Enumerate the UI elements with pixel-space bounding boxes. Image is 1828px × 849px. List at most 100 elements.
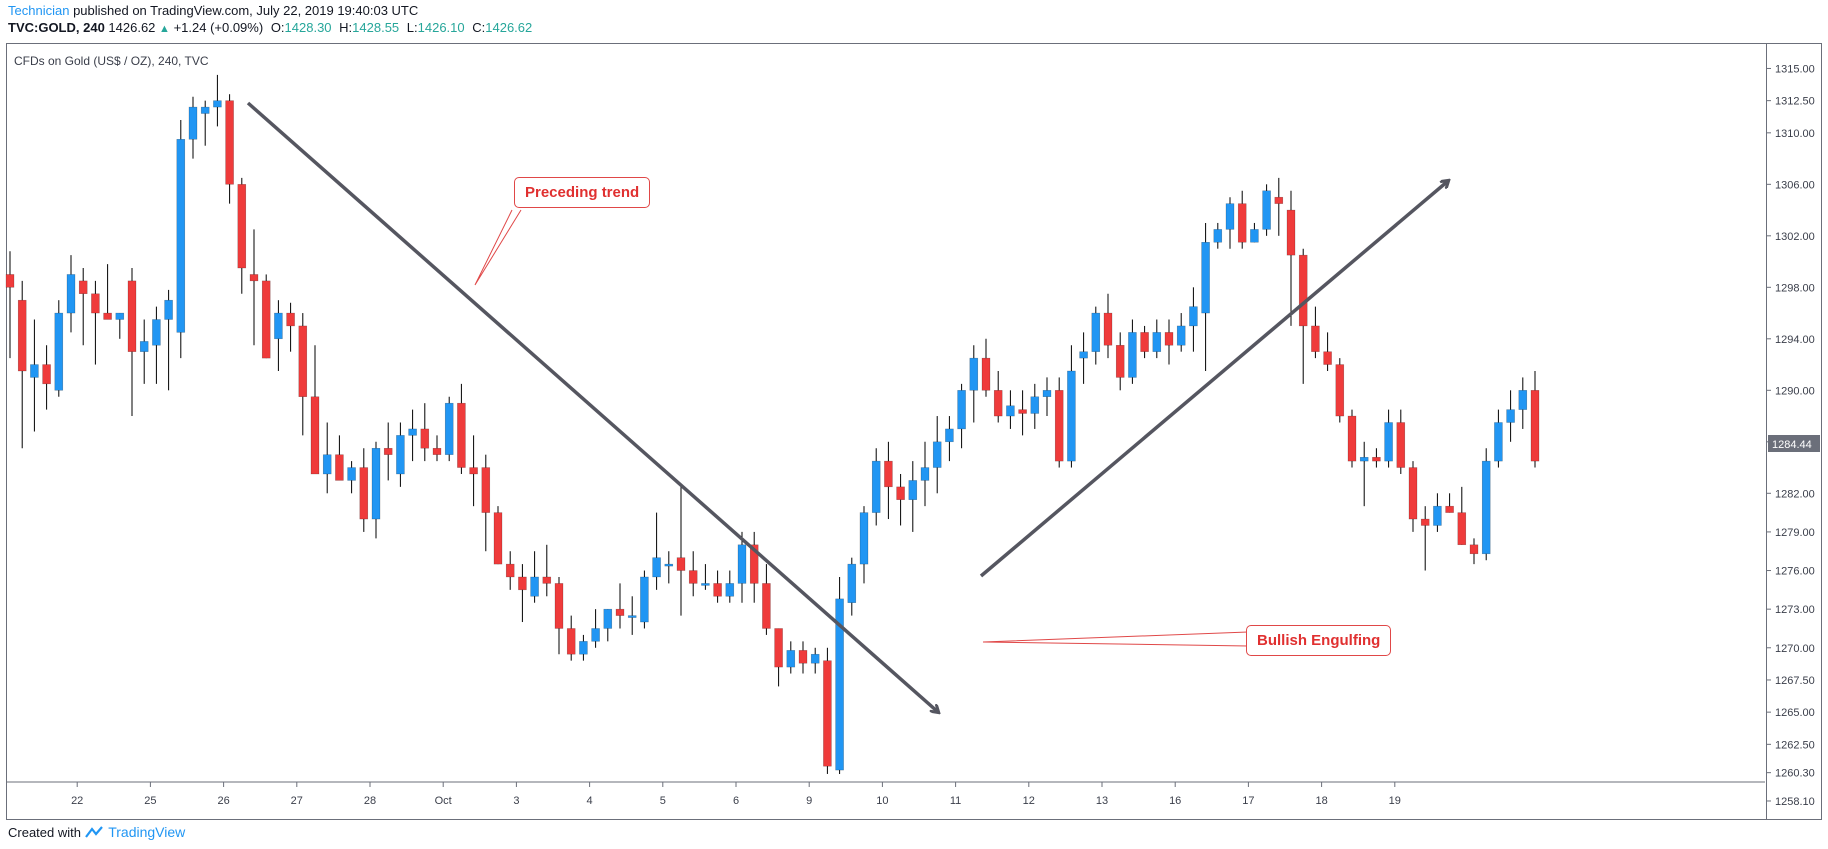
candle-down[interactable] [1237, 203, 1247, 243]
candle-up[interactable] [176, 139, 186, 333]
bullish-engulfing-callout[interactable]: Bullish Engulfing [1246, 625, 1392, 656]
candle-down[interactable] [993, 390, 1003, 417]
candle-up[interactable] [1433, 505, 1442, 526]
candle-up[interactable] [371, 447, 381, 520]
candle-down[interactable] [823, 660, 832, 767]
candle-up[interactable] [1213, 229, 1223, 243]
author-link[interactable]: Technician [8, 3, 70, 18]
candle-up[interactable] [1176, 325, 1186, 346]
candle-down[interactable] [78, 280, 88, 295]
candle-down[interactable] [469, 467, 478, 475]
candle-down[interactable] [566, 628, 576, 655]
candle-up[interactable] [871, 460, 881, 513]
candle-down[interactable] [1054, 390, 1064, 462]
candle-down[interactable] [1311, 325, 1320, 352]
candle-up[interactable] [932, 441, 942, 468]
candle-down[interactable] [383, 447, 393, 455]
candle-down[interactable] [554, 583, 564, 629]
candle-up[interactable] [213, 100, 222, 108]
candle-up[interactable] [1067, 370, 1076, 462]
candle-up[interactable] [152, 319, 161, 346]
candle-down[interactable] [493, 512, 503, 565]
candle-down[interactable] [798, 650, 808, 664]
candle-up[interactable] [1481, 460, 1491, 555]
preceding-trend-callout[interactable]: Preceding trend [514, 177, 651, 208]
candle-up[interactable] [835, 598, 844, 771]
candle-up[interactable] [945, 428, 954, 443]
candle-up[interactable] [408, 428, 417, 436]
candle-down[interactable] [5, 274, 15, 288]
candle-down[interactable] [688, 570, 698, 584]
candle-up[interactable] [200, 106, 210, 114]
downtrend-arrow[interactable] [246, 101, 938, 712]
candle-up[interactable] [603, 608, 613, 629]
candle-down[interactable] [249, 274, 259, 282]
candle-up[interactable] [347, 467, 356, 481]
candle-up[interactable] [444, 402, 454, 455]
candle-up[interactable] [579, 641, 588, 655]
candle-up[interactable] [859, 512, 869, 565]
candle-down[interactable] [481, 467, 491, 513]
candle-down[interactable] [1408, 467, 1418, 520]
candle-down[interactable] [1018, 409, 1027, 414]
candle-down[interactable] [542, 576, 552, 584]
candle-down[interactable] [1469, 544, 1479, 555]
candle-down[interactable] [91, 293, 100, 314]
candle-up[interactable] [1152, 332, 1162, 352]
candle-down[interactable] [457, 402, 466, 468]
candle-up[interactable] [1262, 190, 1271, 230]
candle-up[interactable] [1518, 390, 1528, 410]
candle-up[interactable] [139, 341, 149, 352]
candle-down[interactable] [261, 280, 271, 359]
candle-down[interactable] [1115, 344, 1125, 378]
candle-up[interactable] [1030, 396, 1040, 414]
candle-up[interactable] [1079, 351, 1088, 359]
candle-down[interactable] [103, 312, 112, 320]
candle-up[interactable] [640, 576, 649, 623]
candle-down[interactable] [310, 396, 320, 475]
candle-up[interactable] [847, 563, 857, 603]
candle-up[interactable] [1091, 312, 1101, 352]
candle-down[interactable] [432, 447, 442, 455]
candle-down[interactable] [749, 544, 759, 584]
candle-down[interactable] [127, 280, 137, 352]
candle-down[interactable] [1530, 390, 1540, 462]
candle-down[interactable] [17, 299, 27, 372]
candle-down[interactable] [1335, 364, 1345, 417]
candle-down[interactable] [335, 454, 344, 481]
candle-down[interactable] [298, 325, 308, 397]
candle-down[interactable] [884, 460, 893, 488]
candle-up[interactable] [627, 615, 637, 618]
candle-down[interactable] [420, 428, 430, 449]
candle-up[interactable] [530, 576, 539, 597]
candle-down[interactable] [286, 312, 295, 327]
candle-up[interactable] [1250, 229, 1259, 243]
candle-down[interactable] [1323, 351, 1332, 365]
candle-down[interactable] [1372, 456, 1381, 462]
candle-down[interactable] [1347, 415, 1357, 462]
tradingview-link[interactable]: TradingView [108, 824, 186, 840]
candle-down[interactable] [774, 628, 783, 668]
candle-down[interactable] [42, 364, 51, 385]
candle-down[interactable] [615, 608, 625, 616]
candle-down[interactable] [713, 583, 722, 597]
candle-up[interactable] [188, 106, 198, 140]
candle-up[interactable] [737, 544, 747, 584]
candle-down[interactable] [1298, 254, 1308, 327]
candle-up[interactable] [1189, 306, 1198, 327]
candle-up[interactable] [322, 454, 332, 475]
candle-down[interactable] [896, 486, 905, 500]
candle-up[interactable] [957, 390, 966, 430]
candle-up[interactable] [1384, 422, 1393, 462]
candle-up[interactable] [652, 557, 661, 578]
candle-down[interactable] [1164, 332, 1174, 346]
candle-up[interactable] [1494, 422, 1503, 462]
candle-down[interactable] [1286, 209, 1296, 256]
candle-up[interactable] [786, 650, 796, 668]
candle-down[interactable] [676, 557, 686, 571]
candle-down[interactable] [1274, 196, 1284, 204]
candle-up[interactable] [591, 628, 600, 642]
candle-down[interactable] [237, 184, 247, 269]
candle-down[interactable] [1457, 512, 1467, 546]
